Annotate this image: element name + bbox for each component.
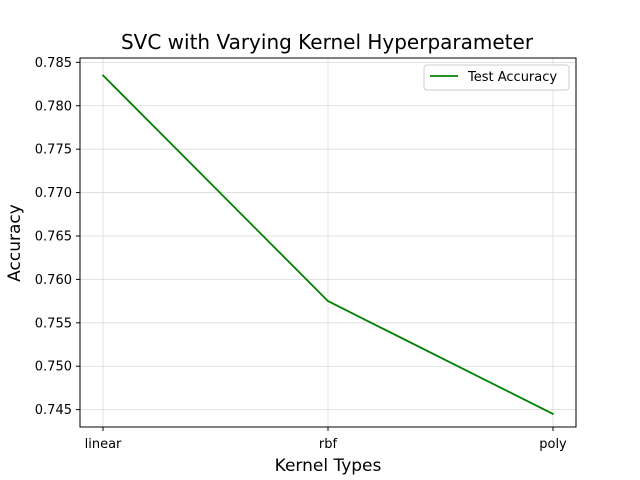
axis-ticks: 0.745 0.750 0.755 0.760 0.765 0.770 0.775 0.780… [35, 56, 567, 452]
series-point-0-0 [102, 74, 104, 77]
legend-label-test-accuracy: Test Accuracy [467, 70, 557, 85]
y-tick-label-6: 0.775 [35, 143, 72, 158]
chart-title: SVC with Varying Kernel Hyperparameter [121, 30, 534, 54]
x-tick-label-1: rbf [319, 437, 338, 452]
series-point-0-2 [552, 413, 554, 415]
y-tick-label-1: 0.750 [35, 360, 72, 375]
y-tick-label-7: 0.780 [35, 99, 72, 114]
series-point-0-1 [327, 300, 329, 303]
y-tick-label-2: 0.755 [35, 316, 72, 331]
x-tick-label-0: linear [85, 437, 122, 452]
line-series [102, 74, 554, 415]
x-tick-label-2: poly [539, 437, 567, 452]
y-tick-label-4: 0.765 [35, 229, 72, 244]
legend-box [423, 64, 570, 91]
grid [80, 58, 576, 427]
y-tick-label-3: 0.760 [35, 273, 72, 288]
y-tick-label-5: 0.770 [35, 186, 72, 201]
x-axis-label: Kernel Types [275, 456, 382, 476]
legend: Test Accuracy [423, 64, 570, 91]
y-tick-label-0: 0.745 [35, 403, 72, 418]
y-axis-label: Accuracy [5, 204, 25, 282]
y-tick-label-8: 0.785 [35, 56, 72, 71]
